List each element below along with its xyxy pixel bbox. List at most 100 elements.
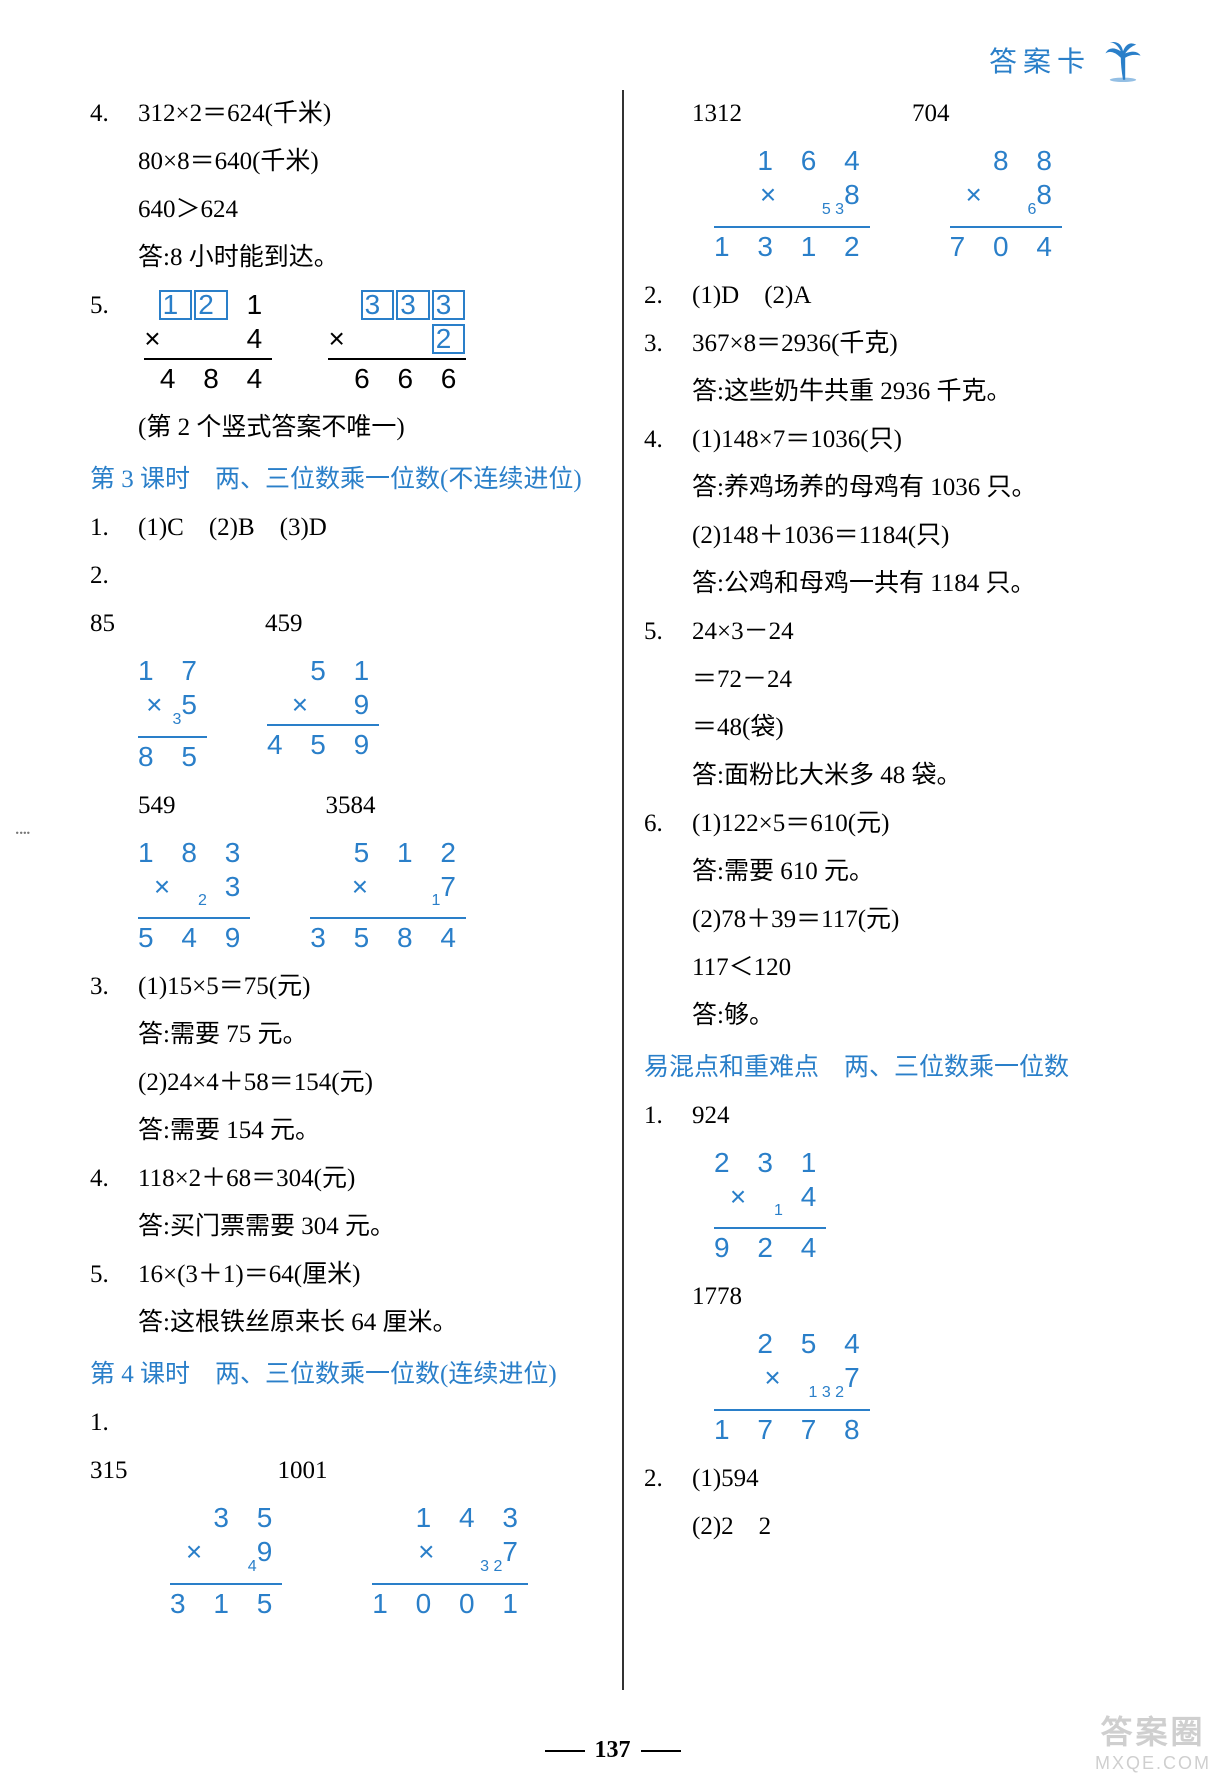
carry-digit: 3 2 xyxy=(480,1558,502,1575)
r-q5-d: 答:面粉比大米多 48 袋。 xyxy=(644,752,1152,800)
answer-value: 704 xyxy=(912,90,950,138)
calc-row: 4 8 4 xyxy=(144,362,272,396)
m-q1-a: 1.924 xyxy=(644,1092,1152,1140)
item-number: 6. xyxy=(644,800,692,848)
r-q6-1a: 6.(1)122×5＝610(元) xyxy=(644,800,1152,848)
answer-text: (1)122×5＝610(元) xyxy=(692,810,889,837)
box-digit: 2 xyxy=(432,324,466,354)
s3-q3-2b: 答:需要 154 元。 xyxy=(90,1107,602,1155)
item-number: 3. xyxy=(644,320,692,368)
vertical-calc: 333 × 2 6 6 6 xyxy=(328,288,466,396)
r-q5-c: ＝48(袋) xyxy=(644,704,1152,752)
answer-text: (1)D (2)A xyxy=(692,282,811,309)
box-digit: 2 xyxy=(194,290,228,320)
section-3-title: 第 3 课时 两、三位数乘一位数(不连续进位) xyxy=(90,456,602,504)
s3-q3-1b: 答:需要 75 元。 xyxy=(90,1011,602,1059)
vertical-calc: 3 5 × 49 3 1 5 xyxy=(170,1501,282,1621)
r-q3-b: 答:这些奶牛共重 2936 千克。 xyxy=(644,368,1152,416)
s3-q1: 1.(1)C (2)B (3)D xyxy=(90,504,602,552)
s3-q5-b: 答:这根铁丝原来长 64 厘米。 xyxy=(90,1299,602,1347)
calc-row: 5 1 2 xyxy=(310,836,466,870)
watermark-bottom: MXQE.COM xyxy=(1095,1753,1211,1774)
calc-row: 3 5 xyxy=(170,1501,282,1535)
box-digit: 1 xyxy=(159,290,193,320)
q5-note: (第 2 个竖式答案不唯一) xyxy=(90,404,602,452)
calc-row: 8 5 xyxy=(138,740,207,774)
section-4-title: 第 4 课时 两、三位数乘一位数(连续进位) xyxy=(90,1351,602,1399)
carry-digit: 3 xyxy=(172,711,181,728)
vertical-calc: 5 1 2 × 17 3 5 8 4 xyxy=(310,836,466,956)
r-top-row: 1312704 xyxy=(644,90,1152,138)
calc-group: 3 5 × 49 3 1 5 1 4 3 × 3 27 1 0 0 1 xyxy=(90,1495,602,1629)
calc-row: × 1 4 xyxy=(714,1180,826,1226)
r-q4-1a: 4.(1)148×7＝1036(只) xyxy=(644,416,1152,464)
r-q6-2a: (2)78＋39＝117(元) xyxy=(644,896,1152,944)
vertical-calc: 2 5 4 × 1 3 27 1 7 7 8 xyxy=(714,1327,870,1447)
r-q5-a: 5.24×3－24 xyxy=(644,608,1152,656)
watermark: 答案圈 MXQE.COM xyxy=(1095,1707,1211,1774)
r-q3-a: 3.367×8＝2936(千克) xyxy=(644,320,1152,368)
carry-digit: 6 xyxy=(1027,201,1036,218)
calc-group: 1 8 3 × 2 3 5 4 9 5 1 2 × 17 3 5 8 4 xyxy=(90,830,602,964)
palm-tree-icon xyxy=(1101,38,1145,82)
r-q4-2b: 答:公鸡和母鸡一共有 1184 只。 xyxy=(644,560,1152,608)
item-number: 5. xyxy=(90,1251,138,1299)
item-number: 4. xyxy=(90,1155,138,1203)
calc-row: × 17 xyxy=(310,870,466,916)
header-label: 答案卡 xyxy=(989,40,1091,80)
answer-value: 3584 xyxy=(326,782,376,830)
carry-digit: 1 xyxy=(774,1202,783,1219)
calc-group: 2 5 4 × 1 3 27 1 7 7 8 xyxy=(644,1321,1152,1455)
answer-value: 459 xyxy=(265,600,303,648)
answer-value: 549 xyxy=(138,782,176,830)
item-number: 1. xyxy=(90,1399,138,1447)
calc-row: 1 7 xyxy=(138,654,207,688)
calc-row: × 68 xyxy=(950,178,1062,224)
calc-row: 2 5 4 xyxy=(714,1327,870,1361)
calc-row: 3 1 5 xyxy=(170,1587,282,1621)
section-mix-title: 易混点和重难点 两、三位数乘一位数 xyxy=(644,1044,1152,1092)
r-q2: 2.(1)D (2)A xyxy=(644,272,1152,320)
box-digit: 3 xyxy=(432,290,466,320)
answer-text: 367×8＝2936(千克) xyxy=(692,330,898,357)
vertical-calc: 1 7 ×35 8 5 xyxy=(138,654,207,774)
vertical-calc: 1 6 4 × 5 38 1 3 1 2 xyxy=(714,144,870,264)
calc-row: 3 5 8 4 xyxy=(310,921,466,955)
item-number: 2. xyxy=(90,552,138,600)
calc-row: 4 5 9 xyxy=(267,728,379,762)
right-column: 1312704 1 6 4 × 5 38 1 3 1 2 8 8 × 68 7 … xyxy=(624,90,1152,1690)
calc-row: × 1 3 27 xyxy=(714,1361,870,1407)
q4-line4: 答:8 小时能到达。 xyxy=(90,234,602,282)
carry-digit: 1 3 2 xyxy=(808,1384,844,1401)
calc-text: × xyxy=(328,323,430,354)
answer-value: 924 xyxy=(692,1102,730,1129)
vertical-calc: 1 4 3 × 3 27 1 0 0 1 xyxy=(372,1501,528,1621)
s3-q3-1a: 3.(1)15×5＝75(元) xyxy=(90,963,602,1011)
calc-line xyxy=(714,226,870,228)
q5-row: 5. 12 1 × 4 4 8 4 333 × 2 6 6 6 xyxy=(90,282,602,404)
calc-line xyxy=(714,1409,870,1411)
answer-text: 16×(3＋1)＝64(厘米) xyxy=(138,1261,360,1288)
s3-q2-row1: 2. 85459 xyxy=(90,552,602,648)
vertical-calc: 8 8 × 68 7 0 4 xyxy=(950,144,1062,264)
calc-line xyxy=(310,917,466,919)
q4-line1: 4.312×2＝624(千米) xyxy=(90,90,602,138)
box-digit: 3 xyxy=(361,290,395,320)
calc-line xyxy=(170,1583,282,1585)
calc-line xyxy=(138,736,207,738)
box-digit: 3 xyxy=(396,290,430,320)
vertical-calc: 2 3 1 × 1 4 9 2 4 xyxy=(714,1146,826,1266)
calc-group: 2 3 1 × 1 4 9 2 4 xyxy=(644,1140,1152,1274)
calc-row: 6 6 6 xyxy=(328,362,466,396)
page-header: 答案卡 xyxy=(989,38,1145,82)
calc-row: 1 4 3 xyxy=(372,1501,528,1535)
s4-q1-row: 1. 3151001 xyxy=(90,1399,602,1495)
calc-line xyxy=(328,358,466,360)
m-q2-b: (2)2 2 xyxy=(644,1503,1152,1551)
vertical-calc: 5 1 × 9 4 5 9 xyxy=(267,654,379,774)
vertical-calc: 12 1 × 4 4 8 4 xyxy=(144,288,272,396)
calc-row: 1 3 1 2 xyxy=(714,230,870,264)
calc-line xyxy=(267,724,379,726)
calc-row: 8 8 xyxy=(950,144,1062,178)
calc-row: ×35 xyxy=(138,688,207,734)
